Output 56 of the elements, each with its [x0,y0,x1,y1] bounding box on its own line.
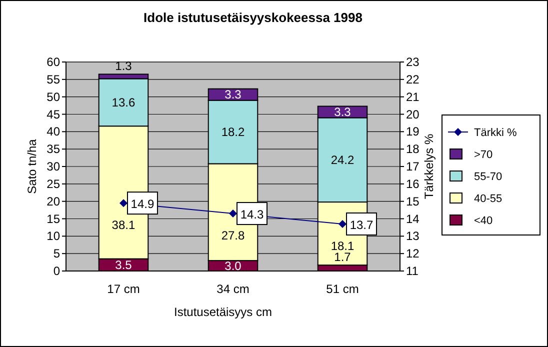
y-tick-label: 50 [46,90,60,104]
data-label: 1.3 [115,59,132,74]
data-label: 13.7 [350,218,374,232]
legend-label: >70 [474,149,493,161]
y2-tick-label: 22 [406,72,420,86]
y2-tick-label: 11 [406,264,419,278]
point [119,199,128,208]
x-tick-label: 17 cm [107,282,140,296]
data-label: 38.1 [112,218,136,232]
y2-tick-label: 16 [406,176,420,191]
data-label: 13.6 [112,95,136,110]
y2-axis-title: Tärkkelys % [422,134,436,200]
y-tick-label: 0 [53,264,60,278]
data-label: 14.3 [240,208,264,222]
data-label: 3.3 [224,88,242,102]
legend-label: 55-70 [474,171,502,183]
y-axis-title: Sato tn/ha [25,138,39,194]
y-tick-label: 15 [46,212,60,226]
y2-tick-label: 19 [406,124,420,139]
y2-tick-label: 15 [406,194,420,208]
legend-label: Tärkki % [474,127,517,139]
y-tick-label: 40 [46,124,60,139]
x-axis-title: Istutusetäisyys cm [174,305,272,319]
x-tick-label: 34 cm [216,282,250,296]
data-label: 3.0 [224,258,242,273]
y-tick-label: 60 [46,55,60,69]
point [338,220,347,228]
data-label: 3.5 [115,258,132,272]
y2-tick-label: 13 [406,229,420,244]
y-tick-label: 20 [46,194,60,208]
data-label: 18.1 [330,238,355,253]
y2-tick-label: 21 [406,90,420,104]
data-label: 1.7 [334,250,352,264]
y-tick-label: 10 [46,229,60,244]
data-label: 18.2 [221,125,245,140]
y2-tick-label: 17 [406,160,420,174]
data-label: 24.2 [330,152,355,167]
y2-tick-label: 14 [406,212,420,226]
y2-tick-label: 18 [406,142,420,156]
y2-tick-label: 23 [406,55,420,69]
data-label: 3.3 [334,104,352,119]
y-tick-label: 5 [53,246,60,261]
legend-label: <40 [474,215,493,227]
y-tick-label: 35 [46,142,60,156]
x-tick-label: 51 cm [326,282,359,296]
y-tick-label: 55 [46,72,60,86]
y2-tick-label: 20 [406,107,420,122]
legend-label: 40-55 [474,193,502,205]
data-label: 14.9 [130,197,154,212]
data-label: 27.8 [221,228,245,243]
y-tick-label: 25 [46,176,60,191]
point [229,210,237,218]
chart-title: Idole istutusetäisyyskokeessa 1998 [144,10,362,25]
y-tick-label: 45 [46,107,60,122]
y-tick-label: 30 [46,160,60,174]
y2-tick-label: 12 [406,246,420,261]
